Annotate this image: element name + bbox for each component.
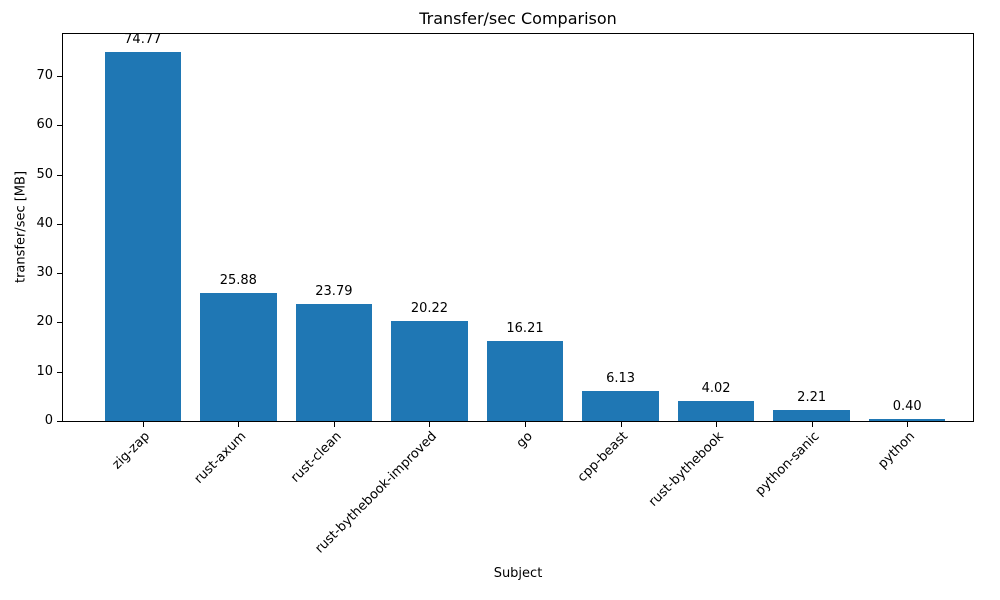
- x-tick-label: zig-zap: [109, 429, 154, 473]
- bar-value-label: 23.79: [315, 283, 353, 299]
- y-tick-label: 50: [36, 166, 53, 182]
- y-tick-label: 0: [44, 413, 53, 428]
- y-tick-mark: [57, 223, 62, 225]
- y-tick-mark: [57, 322, 62, 324]
- bar: [582, 390, 659, 421]
- x-tick-label: python-sanic: [752, 429, 823, 499]
- x-tick-label: rust-clean: [287, 429, 345, 486]
- bar: [200, 293, 277, 421]
- x-tick-mark: [429, 422, 431, 427]
- y-tick-label: 30: [36, 265, 53, 281]
- x-tick-mark: [620, 422, 622, 427]
- x-tick-mark: [142, 422, 144, 427]
- bar-value-label: 20.22: [410, 301, 449, 317]
- bar-value-label: 25.88: [219, 273, 257, 289]
- y-tick-mark: [57, 371, 62, 373]
- x-tick-label: python: [875, 429, 918, 472]
- y-tick-mark: [57, 75, 62, 77]
- y-tick-mark: [57, 273, 62, 275]
- y-tick-mark: [57, 125, 62, 127]
- bar-value-label: 74.77: [124, 32, 162, 48]
- bar: [295, 303, 373, 421]
- y-tick-mark: [57, 174, 62, 176]
- bar: [773, 410, 850, 421]
- bar-value-label: 6.13: [606, 370, 636, 386]
- x-tick-label: cpp-beast: [574, 429, 632, 486]
- bar: [104, 52, 181, 421]
- x-tick-mark: [907, 422, 909, 427]
- bar-value-label: 0.40: [892, 399, 922, 415]
- bar-value-label: 16.21: [506, 321, 544, 337]
- y-tick-label: 70: [36, 67, 53, 83]
- bar: [677, 401, 755, 421]
- y-tick-label: 40: [36, 215, 53, 231]
- x-tick-label: rust-bythebook: [646, 429, 727, 510]
- y-tick-label: 60: [36, 117, 53, 133]
- x-axis-label: Subject: [493, 566, 543, 581]
- y-tick-label: 20: [36, 314, 53, 330]
- bar-value-label: 4.02: [701, 381, 731, 397]
- x-tick-mark: [333, 422, 335, 427]
- y-tick-label: 10: [36, 363, 53, 379]
- bar-value-label: 2.21: [797, 390, 827, 406]
- bar: [391, 321, 468, 421]
- x-tick-label: go: [513, 429, 536, 452]
- bar: [869, 419, 946, 421]
- y-tick-mark: [57, 421, 62, 422]
- x-tick-mark: [238, 422, 240, 427]
- x-tick-mark: [716, 422, 718, 427]
- bar: [486, 341, 564, 421]
- x-tick-mark: [525, 422, 526, 427]
- x-tick-label: rust-axum: [191, 429, 249, 487]
- x-tick-mark: [811, 422, 813, 427]
- chart-title: Transfer/sec Comparison: [419, 9, 617, 28]
